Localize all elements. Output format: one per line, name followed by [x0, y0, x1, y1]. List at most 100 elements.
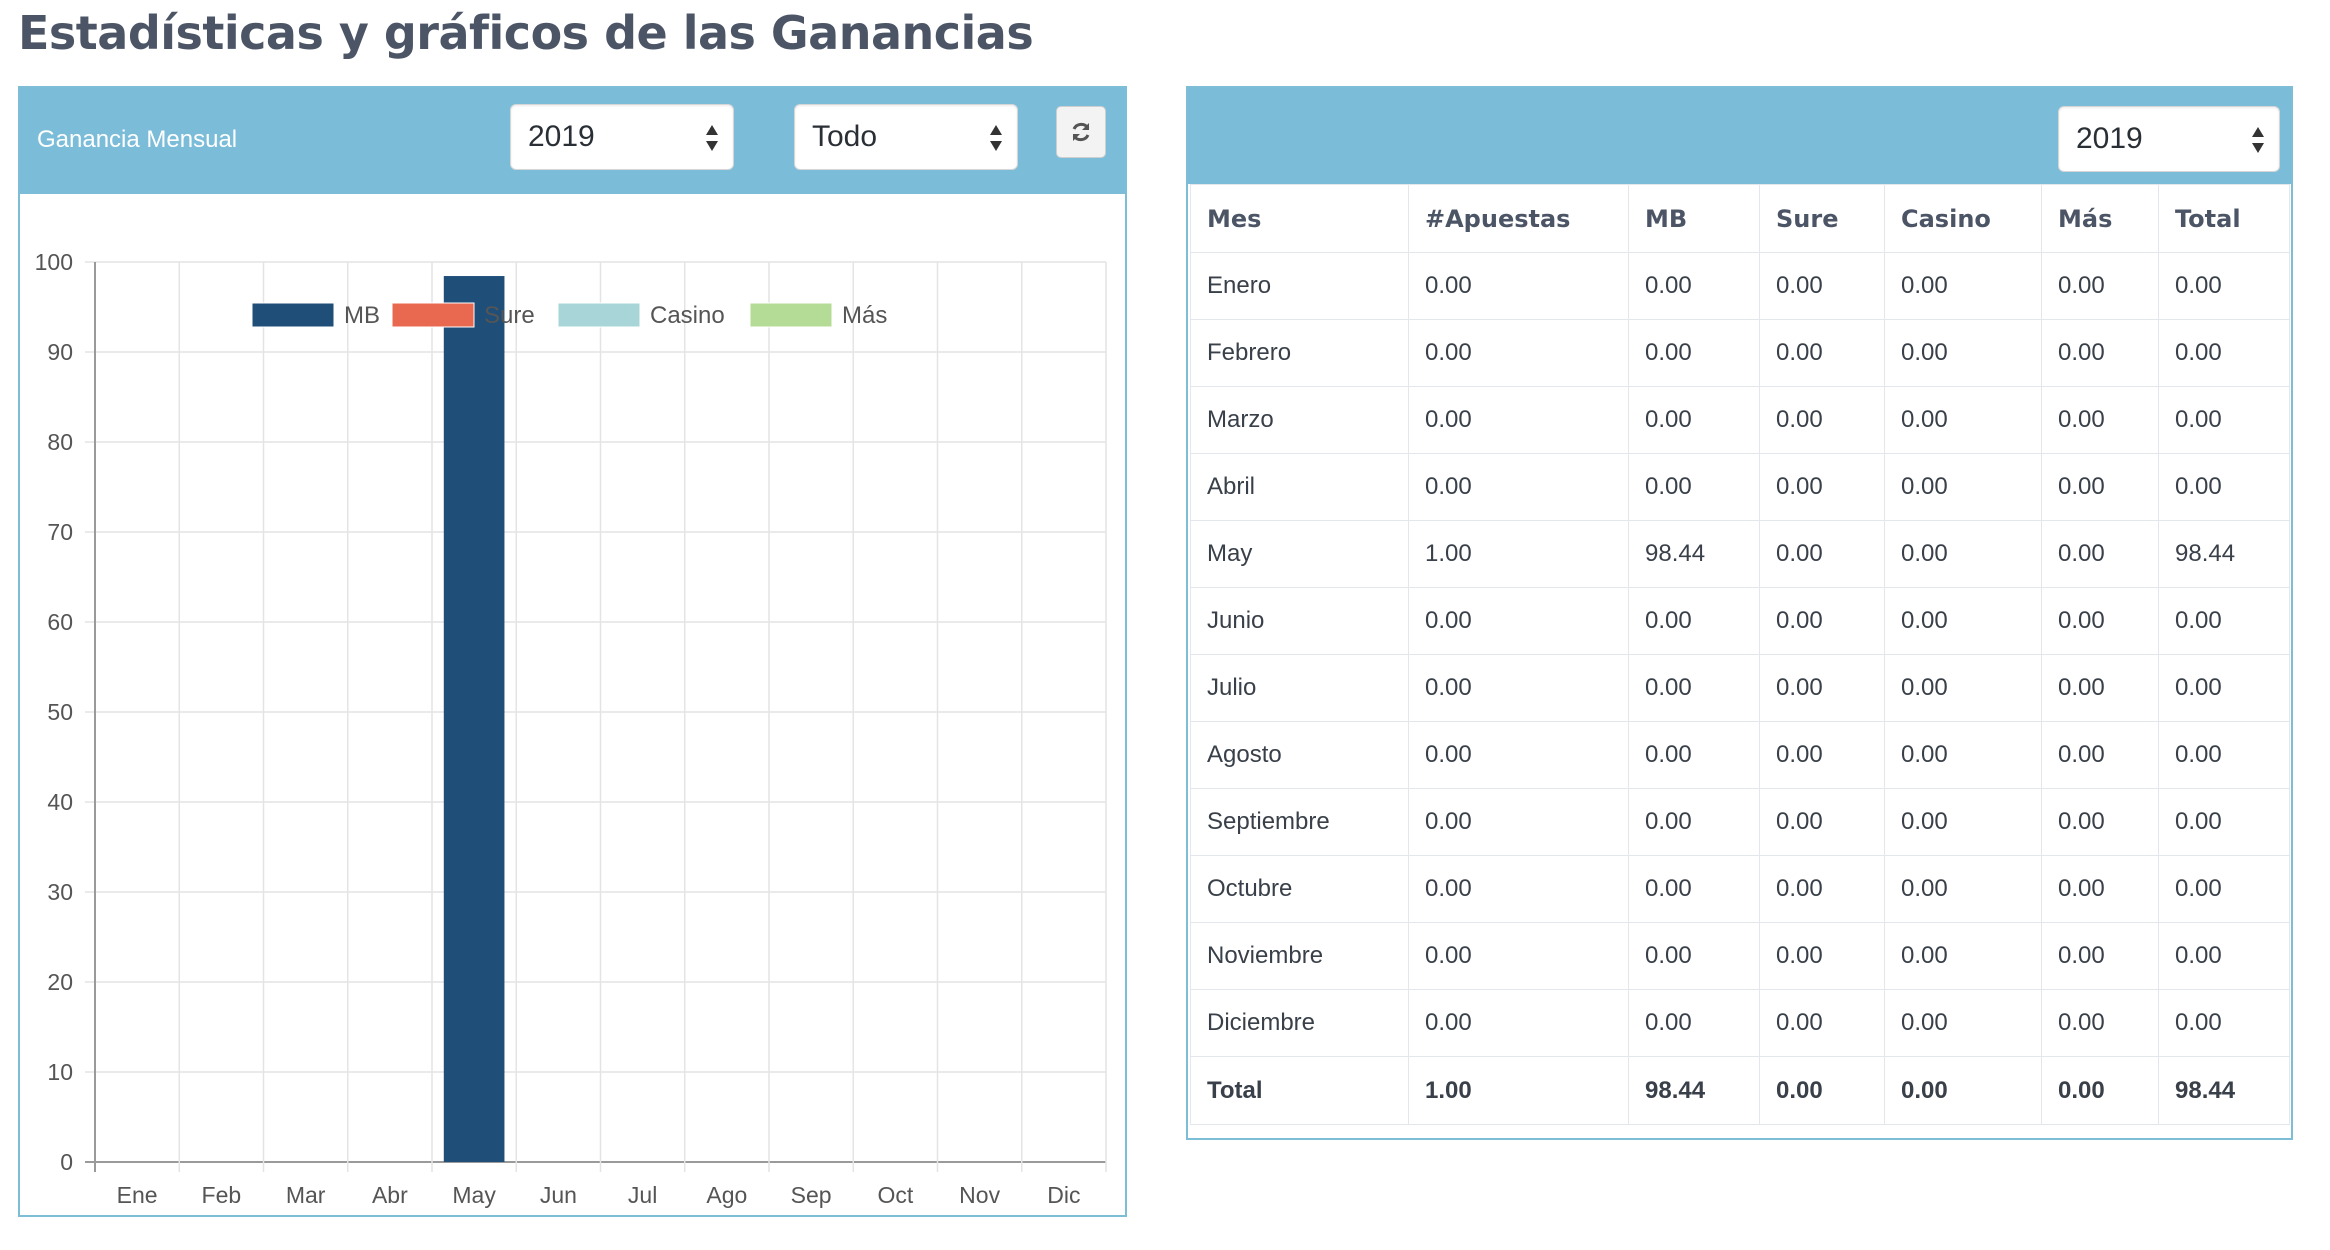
table-cell: Febrero: [1190, 319, 1409, 387]
select-arrows-icon: [2252, 127, 2264, 153]
panel-title: Ganancia Mensual: [37, 126, 238, 153]
panel-header: Ganancia Mensual 2019 Todo: [20, 88, 1125, 194]
table-row: Noviembre 0.00 0.00 0.00 0.00 0.00 0.00: [1190, 922, 2290, 990]
table-row: Enero 0.00 0.00 0.00 0.00 0.00 0.00: [1190, 252, 2290, 320]
table-cell: 0.00: [1759, 654, 1885, 722]
table-cell: Marzo: [1190, 386, 1409, 454]
table-cell: 0.00: [1408, 587, 1629, 655]
x-tick-label: Jul: [628, 1182, 657, 1208]
table-cell: 0.00: [2158, 587, 2290, 655]
table-cell: 0.00: [2158, 922, 2290, 990]
x-tick-label: Abr: [372, 1182, 408, 1208]
x-tick-label: Nov: [959, 1182, 1000, 1208]
monthly-profit-chart: 0 10 20 30 40 50 60 70 80 90 100 Ene Feb Mar Abr May Jun…: [35, 249, 1107, 1208]
table-cell: 0.00: [2041, 855, 2159, 923]
table-cell: 0.00: [1628, 855, 1760, 923]
legend-label: MB: [344, 302, 380, 329]
y-tick-label: 90: [47, 339, 73, 365]
table-cell: 0.00: [1628, 319, 1760, 387]
table-cell: 0.00: [1628, 587, 1760, 655]
table-cell: 0.00: [1759, 922, 1885, 990]
table-cell: 0.00: [1759, 587, 1885, 655]
table-cell: 0.00: [1759, 721, 1885, 789]
table-cell: 0.00: [1408, 319, 1629, 387]
table-cell: 0.00: [1628, 922, 1760, 990]
table-cell: Agosto: [1190, 721, 1409, 789]
table-cell: Noviembre: [1190, 922, 1409, 990]
bar-mb: [443, 276, 505, 1162]
type-select[interactable]: Todo: [794, 104, 1018, 170]
table-cell: 0.00: [1408, 721, 1629, 789]
table-cell: 0.00: [1759, 453, 1885, 521]
table-cell: 0.00: [2041, 252, 2159, 320]
table-cell: 0.00: [2041, 386, 2159, 454]
table-cell: 0.00: [1408, 989, 1629, 1057]
table-cell: 0.00: [1884, 721, 2042, 789]
table-cell: 0.00: [1408, 453, 1629, 521]
table-cell: Julio: [1190, 654, 1409, 722]
total-cell: 1.00: [1408, 1056, 1629, 1125]
table-cell: 0.00: [1759, 788, 1885, 856]
x-tick-label: Ene: [117, 1182, 158, 1208]
legend-swatch: [391, 302, 475, 328]
year-select[interactable]: 2019: [510, 104, 734, 170]
legend-swatch: [749, 302, 833, 328]
table-cell: 0.00: [1628, 386, 1760, 454]
table-row: Agosto 0.00 0.00 0.00 0.00 0.00 0.00: [1190, 721, 2290, 789]
table-cell: Junio: [1190, 587, 1409, 655]
table-cell: 0.00: [1884, 922, 2042, 990]
monthly-profit-panel: Ganancia Mensual 2019 Todo 0 10 20 30 40 50 60…: [18, 86, 1127, 1217]
x-tick-label: Feb: [202, 1182, 242, 1208]
table-cell: 0.00: [1759, 855, 1885, 923]
legend-swatch: [251, 302, 335, 328]
y-tick-label: 50: [47, 699, 73, 725]
year-select-value: 2019: [528, 120, 595, 153]
table-cell: Diciembre: [1190, 989, 1409, 1057]
y-tick-label: 30: [47, 879, 73, 905]
y-tick-label: 40: [47, 789, 73, 815]
table-cell: Enero: [1190, 252, 1409, 320]
table-row: Febrero 0.00 0.00 0.00 0.00 0.00 0.00: [1190, 319, 2290, 387]
select-arrows-icon: [706, 125, 718, 151]
total-cell: 0.00: [1884, 1056, 2042, 1125]
table-cell: Abril: [1190, 453, 1409, 521]
table-row: May 1.00 98.44 0.00 0.00 0.00 98.44: [1190, 520, 2290, 588]
column-header: Total: [2158, 184, 2290, 253]
table-cell: 0.00: [2041, 319, 2159, 387]
table-cell: 0.00: [1884, 386, 2042, 454]
x-tick-label: Mar: [286, 1182, 326, 1208]
table-row: Marzo 0.00 0.00 0.00 0.00 0.00 0.00: [1190, 386, 2290, 454]
table-cell: 0.00: [1628, 252, 1760, 320]
table-cell: 0.00: [1884, 788, 2042, 856]
table-cell: 0.00: [1759, 989, 1885, 1057]
table-row: Junio 0.00 0.00 0.00 0.00 0.00 0.00: [1190, 587, 2290, 655]
table-cell: 0.00: [1408, 252, 1629, 320]
column-header: Sure: [1759, 184, 1885, 253]
refresh-icon: [1072, 122, 1090, 142]
x-tick-label: Ago: [706, 1182, 747, 1208]
monthly-table-panel: 2019 Mes #Apuestas MB Sure Casino Más Total En…: [1186, 86, 2293, 1140]
table-row: Julio 0.00 0.00 0.00 0.00 0.00 0.00: [1190, 654, 2290, 722]
table-cell: 0.00: [1884, 989, 2042, 1057]
x-tick-label: Dic: [1047, 1182, 1080, 1208]
table-cell: 0.00: [1884, 654, 2042, 722]
refresh-button[interactable]: [1056, 106, 1106, 158]
column-header: Casino: [1884, 184, 2042, 253]
table-cell: 0.00: [2158, 654, 2290, 722]
table-row: Diciembre 0.00 0.00 0.00 0.00 0.00 0.00: [1190, 989, 2290, 1057]
table-cell: 0.00: [1759, 520, 1885, 588]
table-cell: 0.00: [2158, 721, 2290, 789]
column-header: #Apuestas: [1408, 184, 1629, 253]
x-tick-label: Oct: [877, 1182, 913, 1208]
table-cell: 0.00: [2041, 654, 2159, 722]
table-year-select[interactable]: 2019: [2058, 106, 2280, 172]
y-tick-label: 20: [47, 969, 73, 995]
y-tick-label: 60: [47, 609, 73, 635]
y-tick-label: 10: [47, 1059, 73, 1085]
y-tick-label: 70: [47, 519, 73, 545]
table-row: Abril 0.00 0.00 0.00 0.00 0.00 0.00: [1190, 453, 2290, 521]
x-tick-label: May: [452, 1182, 496, 1208]
x-tick-label: Sep: [791, 1182, 832, 1208]
table-cell: 0.00: [1884, 319, 2042, 387]
column-header: MB: [1628, 184, 1760, 253]
